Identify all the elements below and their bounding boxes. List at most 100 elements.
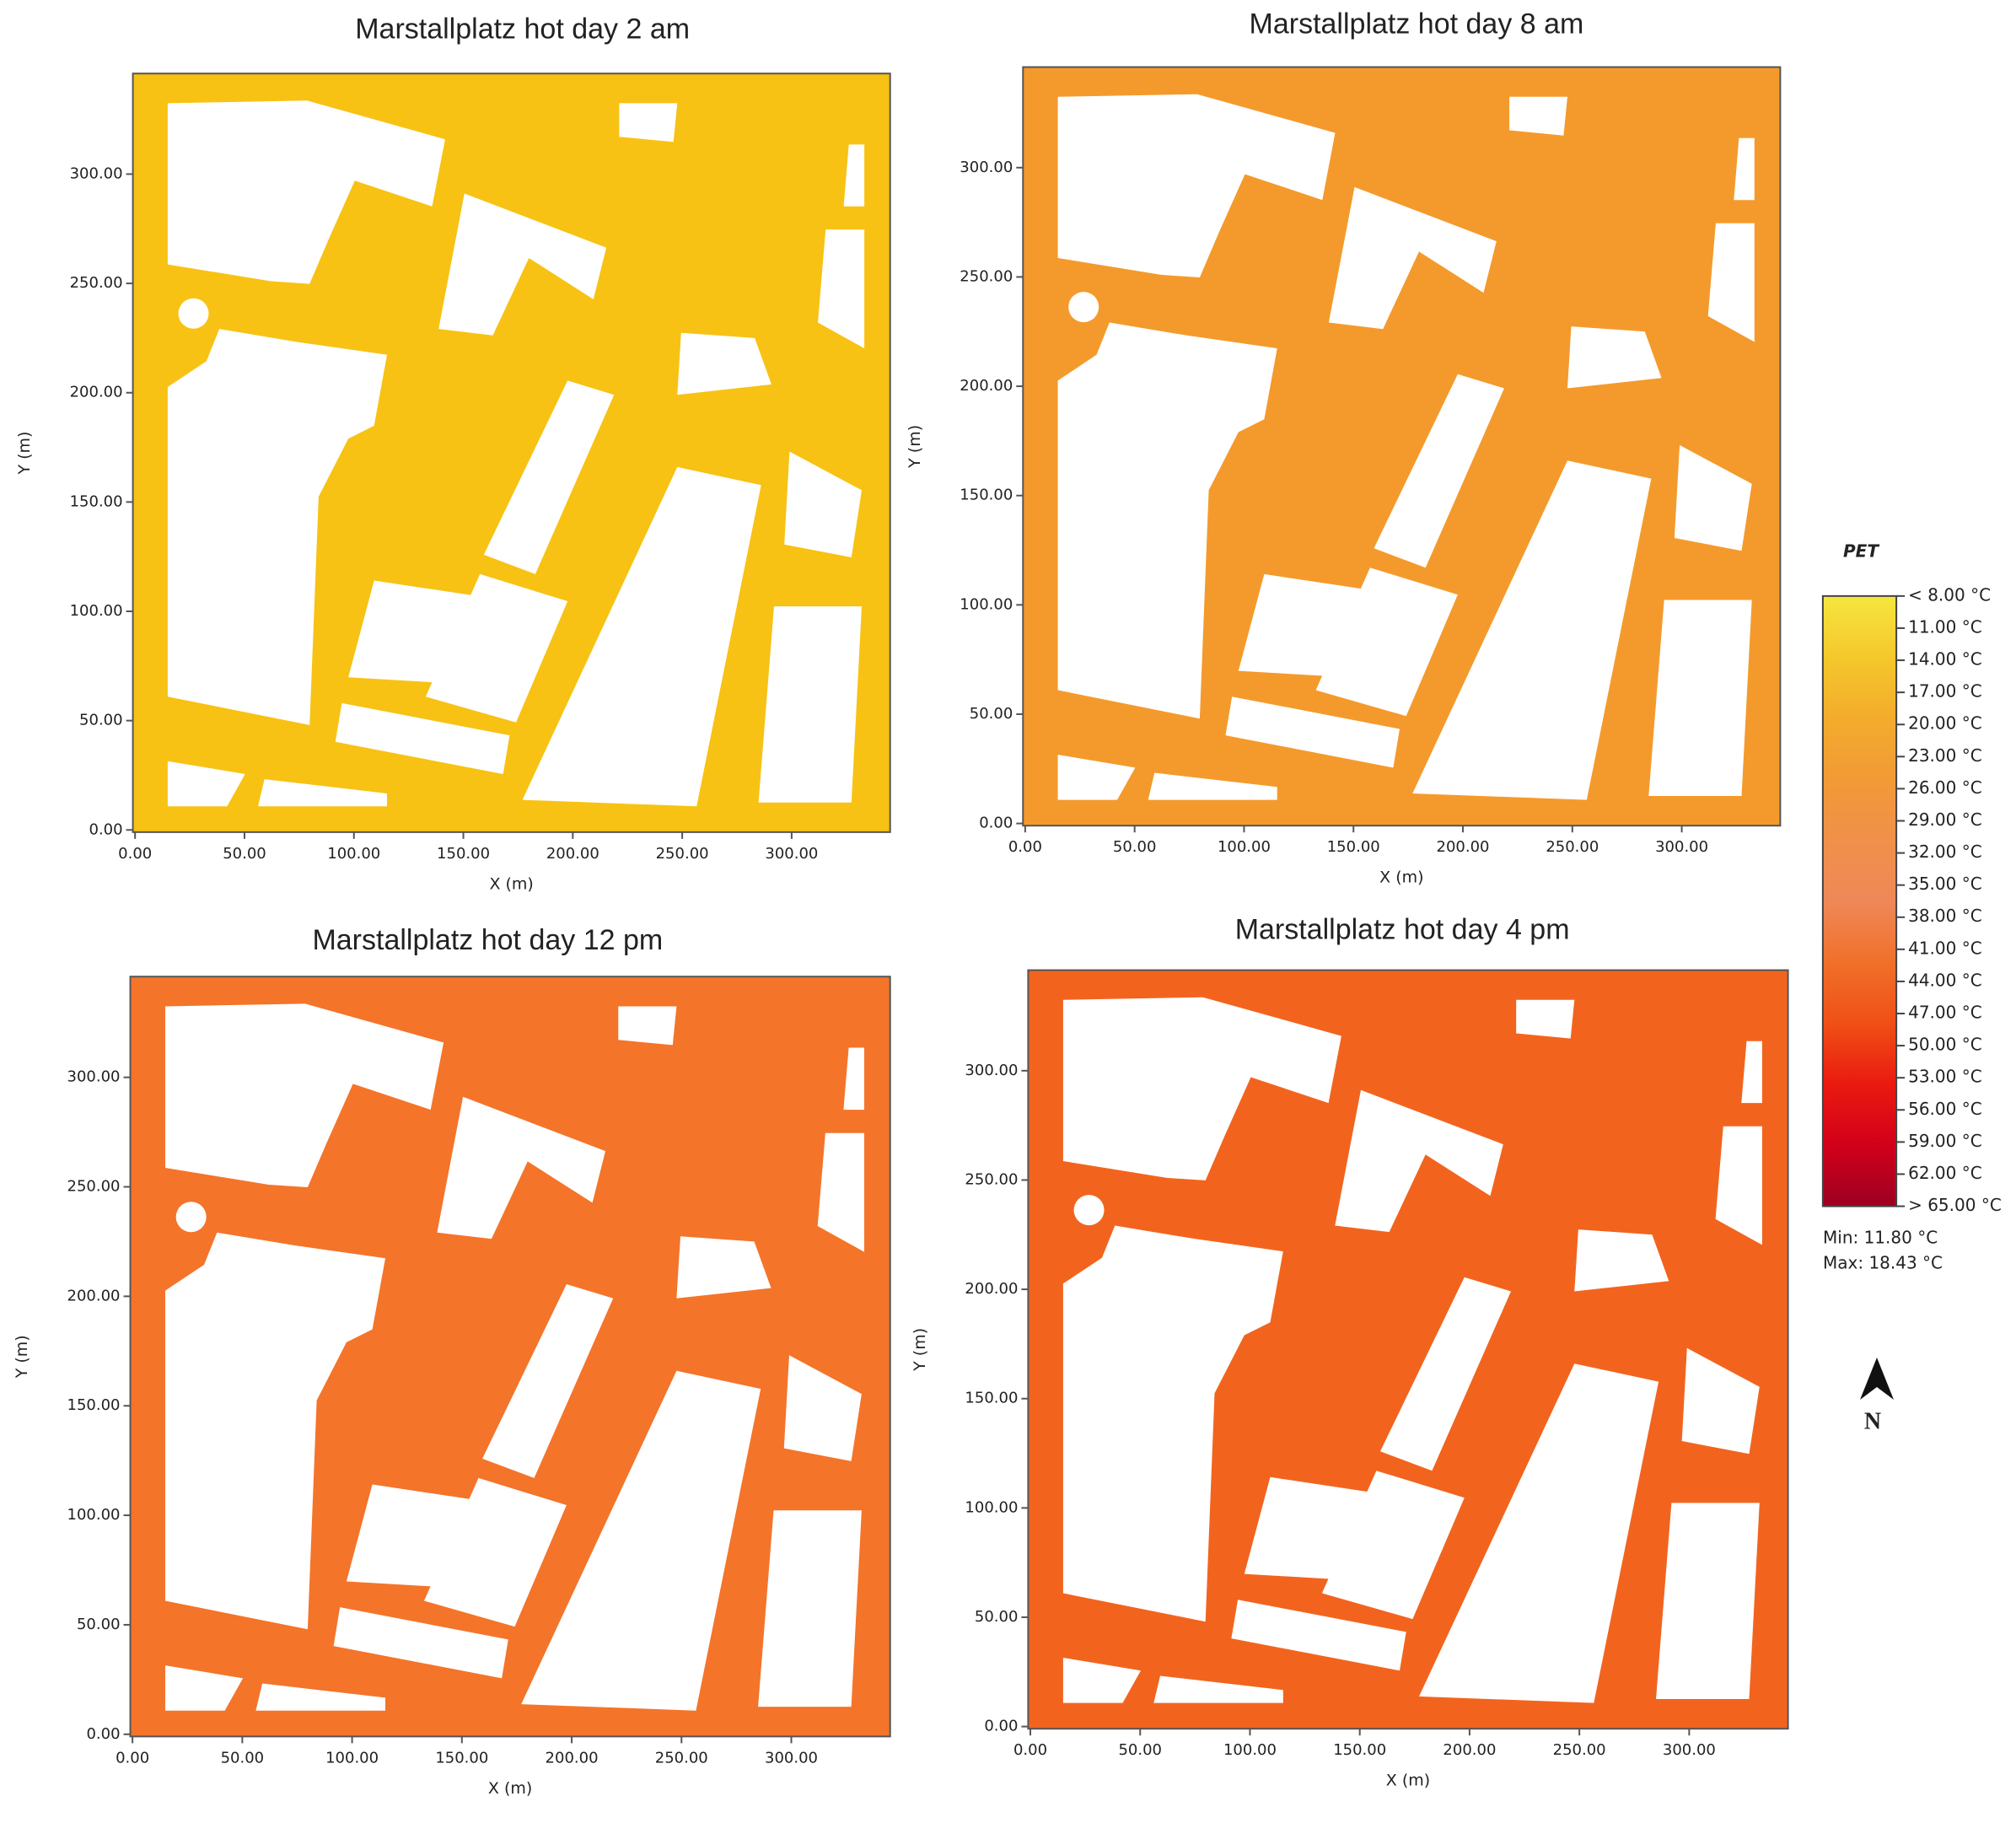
legend-label: 38.00 °C <box>1908 906 1982 926</box>
building <box>1231 1600 1406 1671</box>
x-tick-label: 300.00 <box>1655 838 1708 856</box>
legend-label: 23.00 °C <box>1908 745 1982 766</box>
building <box>818 229 865 349</box>
x-axis-label: X (m) <box>1386 1772 1430 1790</box>
building <box>758 606 862 803</box>
x-axis-label: X (m) <box>1379 868 1423 887</box>
building <box>1225 696 1400 768</box>
y-tick-label: 50.00 <box>77 1616 121 1633</box>
legend-label: 44.00 °C <box>1908 970 1982 990</box>
plot-frame <box>1027 969 1789 1730</box>
panel-title: Marstallplatz hot day 12 pm <box>312 924 663 956</box>
legend-label: 50.00 °C <box>1908 1035 1982 1055</box>
y-tick-label: 200.00 <box>965 1280 1018 1298</box>
y-tick-label: 50.00 <box>970 705 1013 723</box>
panel-title: Marstallplatz hot day 2 am <box>355 13 690 46</box>
y-tick-label: 150.00 <box>960 487 1013 504</box>
y-tick-label: 150.00 <box>965 1390 1018 1407</box>
y-tick-label: 250.00 <box>960 267 1013 285</box>
y-axis-label: Y (m) <box>15 432 34 476</box>
x-tick-label: 300.00 <box>1663 1741 1716 1759</box>
y-axis-label: Y (m) <box>906 425 924 469</box>
legend-colorbar <box>1821 594 1898 1207</box>
building <box>1062 1225 1283 1622</box>
building <box>185 1336 204 1363</box>
building <box>1082 1328 1102 1356</box>
building <box>437 1096 605 1240</box>
building <box>619 103 678 143</box>
legend-label: 26.00 °C <box>1908 777 1982 798</box>
building <box>167 329 387 725</box>
building <box>1328 186 1497 330</box>
building <box>1419 1363 1659 1703</box>
building <box>258 779 387 807</box>
legend-label: 29.00 °C <box>1908 809 1982 830</box>
building <box>676 1236 771 1299</box>
building <box>1574 1229 1669 1292</box>
building <box>482 1284 614 1478</box>
x-tick-label: 200.00 <box>546 845 599 863</box>
building <box>1057 94 1336 277</box>
y-tick-label: 0.00 <box>86 1725 120 1743</box>
x-axis-label: X (m) <box>488 1779 532 1798</box>
building <box>167 100 445 284</box>
building <box>1077 425 1097 453</box>
x-tick-label: 50.00 <box>1113 838 1157 856</box>
legend-max: Max: 18.43 °C <box>1823 1253 1943 1273</box>
panel-title: Marstallplatz hot day 8 am <box>1250 8 1584 40</box>
building <box>175 1202 207 1233</box>
y-tick-label: 0.00 <box>89 820 123 838</box>
x-tick-label: 250.00 <box>655 1749 708 1767</box>
x-tick-label: 0.00 <box>118 845 152 863</box>
x-tick-label: 200.00 <box>1437 838 1490 856</box>
legend-label: 20.00 °C <box>1908 713 1982 734</box>
y-tick-label: 250.00 <box>70 274 123 292</box>
north-label: N <box>1864 1408 1881 1434</box>
x-tick-label: 150.00 <box>437 845 490 863</box>
y-tick-label: 100.00 <box>960 595 1013 613</box>
y-tick-label: 300.00 <box>67 1068 121 1086</box>
building <box>1068 292 1099 323</box>
y-tick-label: 50.00 <box>975 1608 1019 1626</box>
x-tick-label: 0.00 <box>1008 838 1042 856</box>
x-tick-label: 50.00 <box>221 1749 265 1767</box>
building <box>212 1338 237 1363</box>
building <box>1648 600 1752 796</box>
legend-label: 11.00 °C <box>1908 616 1982 637</box>
building <box>1110 1331 1135 1356</box>
legend-label: > 65.00 °C <box>1908 1195 2002 1215</box>
plot-frame <box>129 976 891 1738</box>
x-tick-label: 0.00 <box>116 1749 149 1767</box>
x-tick-label: 100.00 <box>327 845 380 863</box>
building <box>784 451 862 557</box>
building <box>817 1132 864 1252</box>
building <box>522 466 761 807</box>
plot-frame <box>1022 66 1782 827</box>
building <box>1741 1041 1762 1104</box>
building <box>618 1006 677 1046</box>
x-tick-label: 200.00 <box>546 1749 599 1767</box>
building <box>1062 997 1341 1180</box>
x-tick-label: 300.00 <box>765 845 818 863</box>
building <box>335 702 510 774</box>
building <box>186 432 207 460</box>
legend-label: < 8.00 °C <box>1908 584 1991 605</box>
x-tick-label: 250.00 <box>656 845 709 863</box>
building <box>1412 460 1652 800</box>
building <box>178 298 209 329</box>
buildings <box>1057 94 1755 800</box>
legend-label: 59.00 °C <box>1908 1131 1982 1151</box>
y-tick-label: 50.00 <box>79 712 123 729</box>
y-tick-label: 200.00 <box>67 1287 121 1304</box>
building <box>1734 137 1755 201</box>
building <box>843 1047 864 1110</box>
building <box>425 573 568 723</box>
building <box>1321 1471 1465 1620</box>
y-tick-label: 150.00 <box>70 492 123 510</box>
x-tick-label: 250.00 <box>1546 838 1599 856</box>
x-tick-label: 100.00 <box>325 1749 379 1767</box>
building <box>1374 374 1504 568</box>
building <box>1674 444 1752 551</box>
legend-label: 41.00 °C <box>1908 938 1982 958</box>
panel-title: Marstallplatz hot day 4 pm <box>1235 914 1570 946</box>
